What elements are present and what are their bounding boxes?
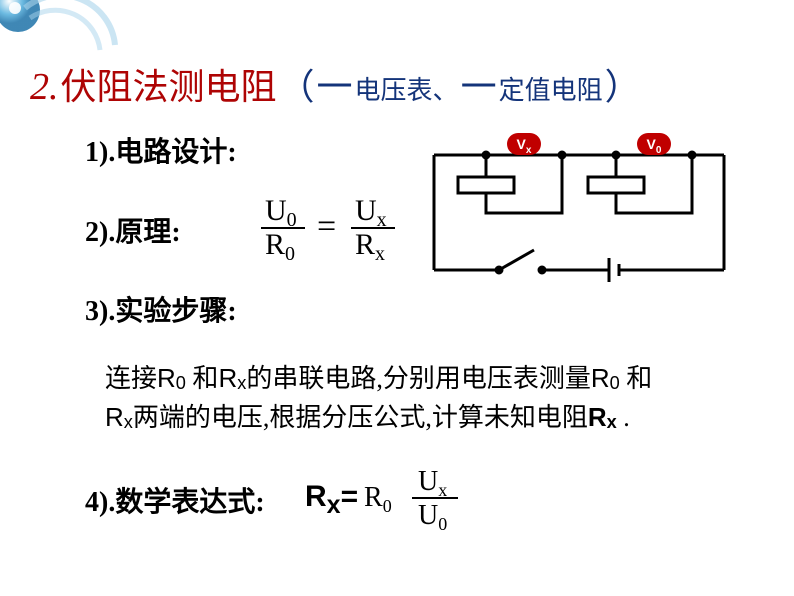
svg-text:Rx: Rx	[355, 228, 385, 262]
paren-open: （	[279, 58, 315, 110]
step2-label: 2).原理:	[85, 210, 245, 250]
voltmeter-v0-badge: V0	[637, 133, 671, 155]
svg-text:=: =	[317, 208, 336, 245]
math-rx-eq: Rx=	[305, 480, 358, 520]
step-4: 4).数学表达式: Rx= R0 Ux U0	[85, 462, 764, 537]
math-expr-formula: R0 Ux U0	[358, 462, 478, 537]
title-sub2: 电压表、	[355, 70, 459, 107]
svg-text:U0: U0	[418, 500, 447, 532]
svg-text:R0: R0	[364, 482, 392, 516]
step4-label: 4).数学表达式:	[85, 480, 265, 520]
title-number: 2.	[30, 65, 59, 109]
svg-text:U0: U0	[265, 194, 297, 231]
step3-label: 3).实验步骤:	[85, 289, 245, 329]
title-sub4: 定值电阻	[499, 70, 603, 107]
paren-close: ）	[605, 58, 641, 110]
svg-text:R0: R0	[265, 228, 295, 262]
voltmeter-vx-badge: Vx	[507, 133, 541, 155]
svg-text:Ux: Ux	[418, 466, 447, 500]
corner-decoration	[0, 0, 120, 60]
title-main: 伏阻法测电阻	[61, 58, 277, 110]
title-sub3: 一	[461, 58, 497, 110]
description-text: 连接R0 和Rx的串联电路,分别用电压表测量R0 和 Rx两端的电压,根据分压公…	[105, 359, 724, 437]
title-sub1: 一	[317, 58, 353, 110]
svg-text:Ux: Ux	[355, 194, 387, 231]
circuit-diagram: Vx V0	[414, 115, 744, 295]
step1-label: 1).电路设计:	[85, 130, 245, 170]
slide-title: 2. 伏阻法测电阻 （ 一 电压表、 一 定值电阻 ）	[30, 58, 764, 110]
principle-formula: U0 R0 = Ux Rx	[255, 192, 425, 267]
